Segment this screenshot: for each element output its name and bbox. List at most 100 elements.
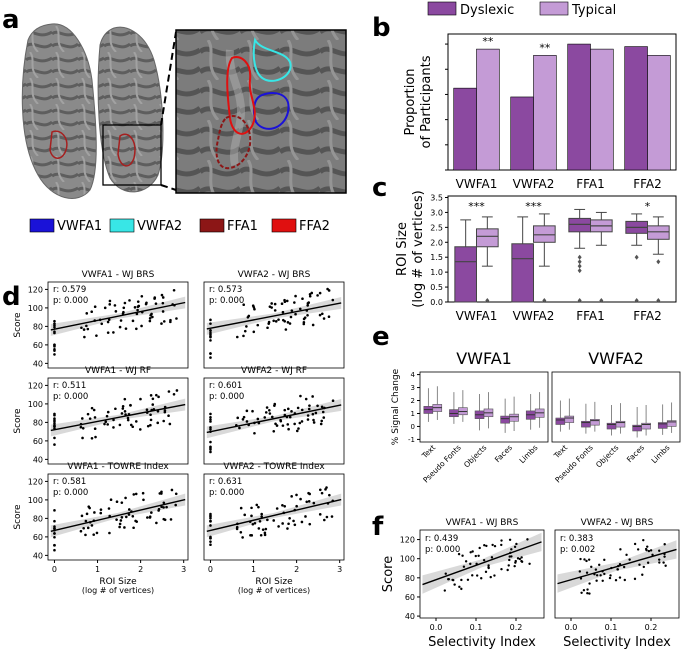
scatter-point (53, 532, 56, 535)
scatter-point (209, 524, 212, 527)
chart-c-ylabel-line: (log # of vertices) (411, 190, 426, 307)
chart-b-frame (447, 33, 677, 171)
scatter-point (235, 525, 239, 529)
scatter-point (99, 508, 103, 511)
scatter-point (306, 418, 310, 421)
scatter-point (290, 410, 293, 413)
scatter-point (256, 417, 260, 421)
scatter-point (642, 538, 645, 542)
scatter-point (296, 406, 300, 410)
scatter-regression-line (206, 498, 342, 532)
chart-b-bar (476, 48, 500, 171)
scatter-point (622, 565, 626, 569)
scatter-point (308, 404, 311, 407)
scatter-xtick-label: 2 (138, 565, 143, 574)
chart-c-ytick-label: 0.0 (430, 298, 443, 307)
scatter-point (641, 573, 644, 576)
scatter-point (579, 557, 582, 561)
scatter-point (321, 410, 325, 414)
scatter-point (284, 328, 288, 331)
chart-e-frame (551, 371, 681, 443)
chart-c-box (647, 225, 670, 240)
chart-e-box (564, 415, 575, 423)
scatter-ytick-label: 100 (28, 496, 43, 505)
chart-b-bar (624, 46, 648, 171)
scatter-ytick-label: 60 (405, 593, 415, 602)
scatter-xtick-label: 0 (52, 565, 57, 574)
scatter-xtick-label: 3 (337, 565, 342, 574)
scatter-point (273, 309, 277, 312)
scatter-point (614, 579, 618, 582)
scatter-point (86, 412, 90, 416)
scatter-point (482, 558, 486, 562)
chart-b-ylabel: Proportionof Participants (403, 55, 434, 148)
scatter-point (311, 395, 314, 398)
scatter-point (108, 303, 112, 306)
group-legend-label: Typical (571, 3, 616, 18)
scatter-p-value: p: 0.000 (209, 296, 244, 306)
scatter-point (663, 555, 666, 558)
scatter-point (475, 574, 479, 577)
scatter-point (118, 522, 122, 526)
scatter-xtick-label: 0.1 (605, 623, 618, 632)
scatter-point (250, 506, 253, 510)
scatter-point (160, 293, 164, 297)
scatter-point (93, 427, 97, 430)
scatter-point (53, 417, 56, 420)
chart-c-box (533, 225, 556, 243)
chart-e-xtick-label: Limbs (650, 443, 672, 465)
scatter-ytick-label: 80 (33, 418, 43, 427)
scatter-point (118, 423, 122, 427)
chart-c-significance: * (645, 200, 651, 213)
scatter-point (325, 486, 328, 489)
scatter-point (307, 407, 311, 411)
roi-legend: VWFA1 VWFA2 FFA1 FFA2 (29, 218, 330, 234)
scatter-point (330, 515, 334, 518)
chart-b-significance: ** (539, 41, 551, 54)
scatter-point (79, 529, 83, 533)
scatter-point (318, 513, 322, 516)
scatter-point (151, 403, 155, 406)
scatter-point (510, 548, 513, 551)
scatter-point (241, 418, 245, 421)
chart-e-box (666, 420, 677, 427)
scatter-point (82, 328, 86, 331)
chart-d-ylabel: Score (13, 408, 23, 434)
scatter-point (121, 407, 125, 410)
scatter-point (636, 548, 640, 551)
scatter-point (53, 353, 56, 356)
scatter-point (108, 531, 111, 535)
scatter-point (609, 574, 612, 577)
scatter-point (115, 518, 118, 521)
scatter-point (132, 526, 135, 530)
scatter-point (297, 427, 300, 430)
scatter-ytick-label: 80 (33, 322, 43, 331)
scatter-point (306, 313, 309, 317)
scatter-point (123, 301, 127, 305)
scatter-point (144, 302, 148, 306)
scatter-point (474, 554, 477, 558)
scatter-point (242, 303, 246, 307)
group-legend-swatch (539, 1, 569, 16)
scatter-point (161, 301, 165, 305)
scatter-point (162, 320, 166, 323)
scatter-point (112, 331, 115, 334)
chart-c-xtick-label: FFA2 (633, 309, 662, 323)
chart-c-outlier (577, 259, 582, 265)
scatter-point (167, 390, 171, 393)
scatter-point (318, 313, 322, 317)
scatter-ytick-label: 100 (28, 400, 43, 409)
chart-c-ytick-label: 0.5 (430, 283, 443, 292)
scatter-point (113, 304, 117, 307)
scatter-point (80, 326, 83, 330)
scatter-point (121, 404, 125, 408)
scatter-point (250, 534, 254, 537)
scatter-point (174, 492, 178, 496)
scatter-point (293, 301, 296, 304)
scatter-point (140, 324, 143, 328)
scatter-xtick-label: 3 (181, 565, 186, 574)
scatter-point (308, 294, 312, 298)
